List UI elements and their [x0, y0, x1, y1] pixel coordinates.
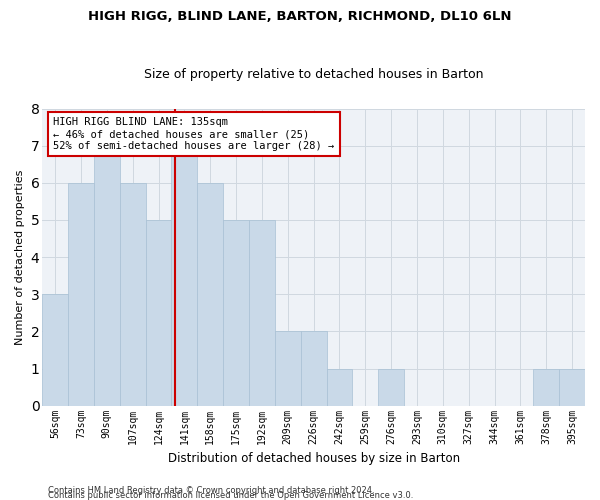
Bar	[559, 368, 585, 406]
Bar	[146, 220, 172, 406]
Text: Contains HM Land Registry data © Crown copyright and database right 2024.: Contains HM Land Registry data © Crown c…	[48, 486, 374, 495]
Bar	[42, 294, 68, 406]
Text: HIGH RIGG, BLIND LANE, BARTON, RICHMOND, DL10 6LN: HIGH RIGG, BLIND LANE, BARTON, RICHMOND,…	[88, 10, 512, 23]
Text: HIGH RIGG BLIND LANE: 135sqm
← 46% of detached houses are smaller (25)
52% of se: HIGH RIGG BLIND LANE: 135sqm ← 46% of de…	[53, 118, 334, 150]
Bar	[249, 220, 275, 406]
Bar	[275, 332, 301, 406]
Bar	[197, 183, 223, 406]
Bar	[378, 368, 404, 406]
Bar	[223, 220, 249, 406]
Bar	[172, 146, 197, 406]
Bar	[68, 183, 94, 406]
X-axis label: Distribution of detached houses by size in Barton: Distribution of detached houses by size …	[167, 452, 460, 465]
Bar	[301, 332, 326, 406]
Bar	[326, 368, 352, 406]
Title: Size of property relative to detached houses in Barton: Size of property relative to detached ho…	[144, 68, 484, 81]
Bar	[94, 146, 120, 406]
Y-axis label: Number of detached properties: Number of detached properties	[15, 170, 25, 345]
Bar	[533, 368, 559, 406]
Text: Contains public sector information licensed under the Open Government Licence v3: Contains public sector information licen…	[48, 490, 413, 500]
Bar	[120, 183, 146, 406]
